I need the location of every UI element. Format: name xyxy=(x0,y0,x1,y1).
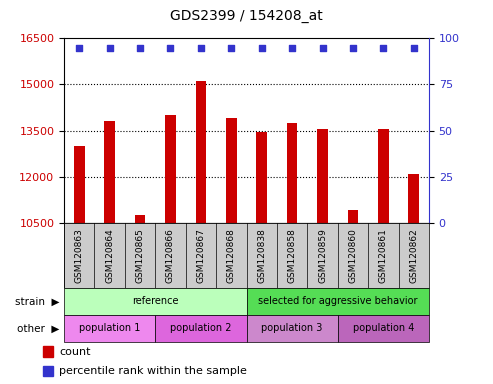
Text: percentile rank within the sample: percentile rank within the sample xyxy=(59,366,247,376)
Bar xyxy=(256,132,267,384)
Text: population 2: population 2 xyxy=(170,323,232,333)
Point xyxy=(167,45,175,51)
Text: population 1: population 1 xyxy=(79,323,141,333)
Bar xyxy=(135,215,145,384)
Text: GDS2399 / 154208_at: GDS2399 / 154208_at xyxy=(170,9,323,23)
Bar xyxy=(74,146,85,384)
Point xyxy=(318,45,326,51)
Bar xyxy=(338,315,429,342)
Bar xyxy=(64,315,155,342)
Point xyxy=(288,45,296,51)
Point xyxy=(227,45,235,51)
Bar xyxy=(287,123,297,384)
Bar xyxy=(43,346,53,357)
Text: GSM120868: GSM120868 xyxy=(227,228,236,283)
Bar xyxy=(226,118,237,384)
Point xyxy=(349,45,357,51)
Text: GSM120860: GSM120860 xyxy=(349,228,357,283)
Bar xyxy=(43,366,53,376)
Text: strain  ▶: strain ▶ xyxy=(15,296,59,306)
Text: GSM120861: GSM120861 xyxy=(379,228,388,283)
Text: GSM120863: GSM120863 xyxy=(75,228,84,283)
Bar xyxy=(165,115,176,384)
Bar xyxy=(64,288,246,315)
Bar xyxy=(408,174,419,384)
Point xyxy=(136,45,144,51)
Bar xyxy=(196,81,206,384)
Text: other  ▶: other ▶ xyxy=(17,323,59,333)
Text: GSM120859: GSM120859 xyxy=(318,228,327,283)
Bar xyxy=(246,315,338,342)
Text: GSM120867: GSM120867 xyxy=(196,228,206,283)
Bar xyxy=(348,210,358,384)
Bar xyxy=(105,121,115,384)
Text: selected for aggressive behavior: selected for aggressive behavior xyxy=(258,296,418,306)
Text: GSM120862: GSM120862 xyxy=(409,228,418,283)
Text: GSM120838: GSM120838 xyxy=(257,228,266,283)
Text: GSM120865: GSM120865 xyxy=(136,228,144,283)
Text: population 4: population 4 xyxy=(352,323,414,333)
Text: count: count xyxy=(59,347,90,357)
Point xyxy=(75,45,83,51)
Text: population 3: population 3 xyxy=(261,323,323,333)
Point xyxy=(258,45,266,51)
Text: GSM120858: GSM120858 xyxy=(287,228,297,283)
Point xyxy=(380,45,387,51)
Bar xyxy=(155,315,246,342)
Point xyxy=(197,45,205,51)
Point xyxy=(410,45,418,51)
Text: GSM120866: GSM120866 xyxy=(166,228,175,283)
Text: GSM120864: GSM120864 xyxy=(105,228,114,283)
Bar xyxy=(317,129,328,384)
Bar xyxy=(246,288,429,315)
Bar xyxy=(378,129,388,384)
Text: reference: reference xyxy=(132,296,178,306)
Point xyxy=(106,45,113,51)
